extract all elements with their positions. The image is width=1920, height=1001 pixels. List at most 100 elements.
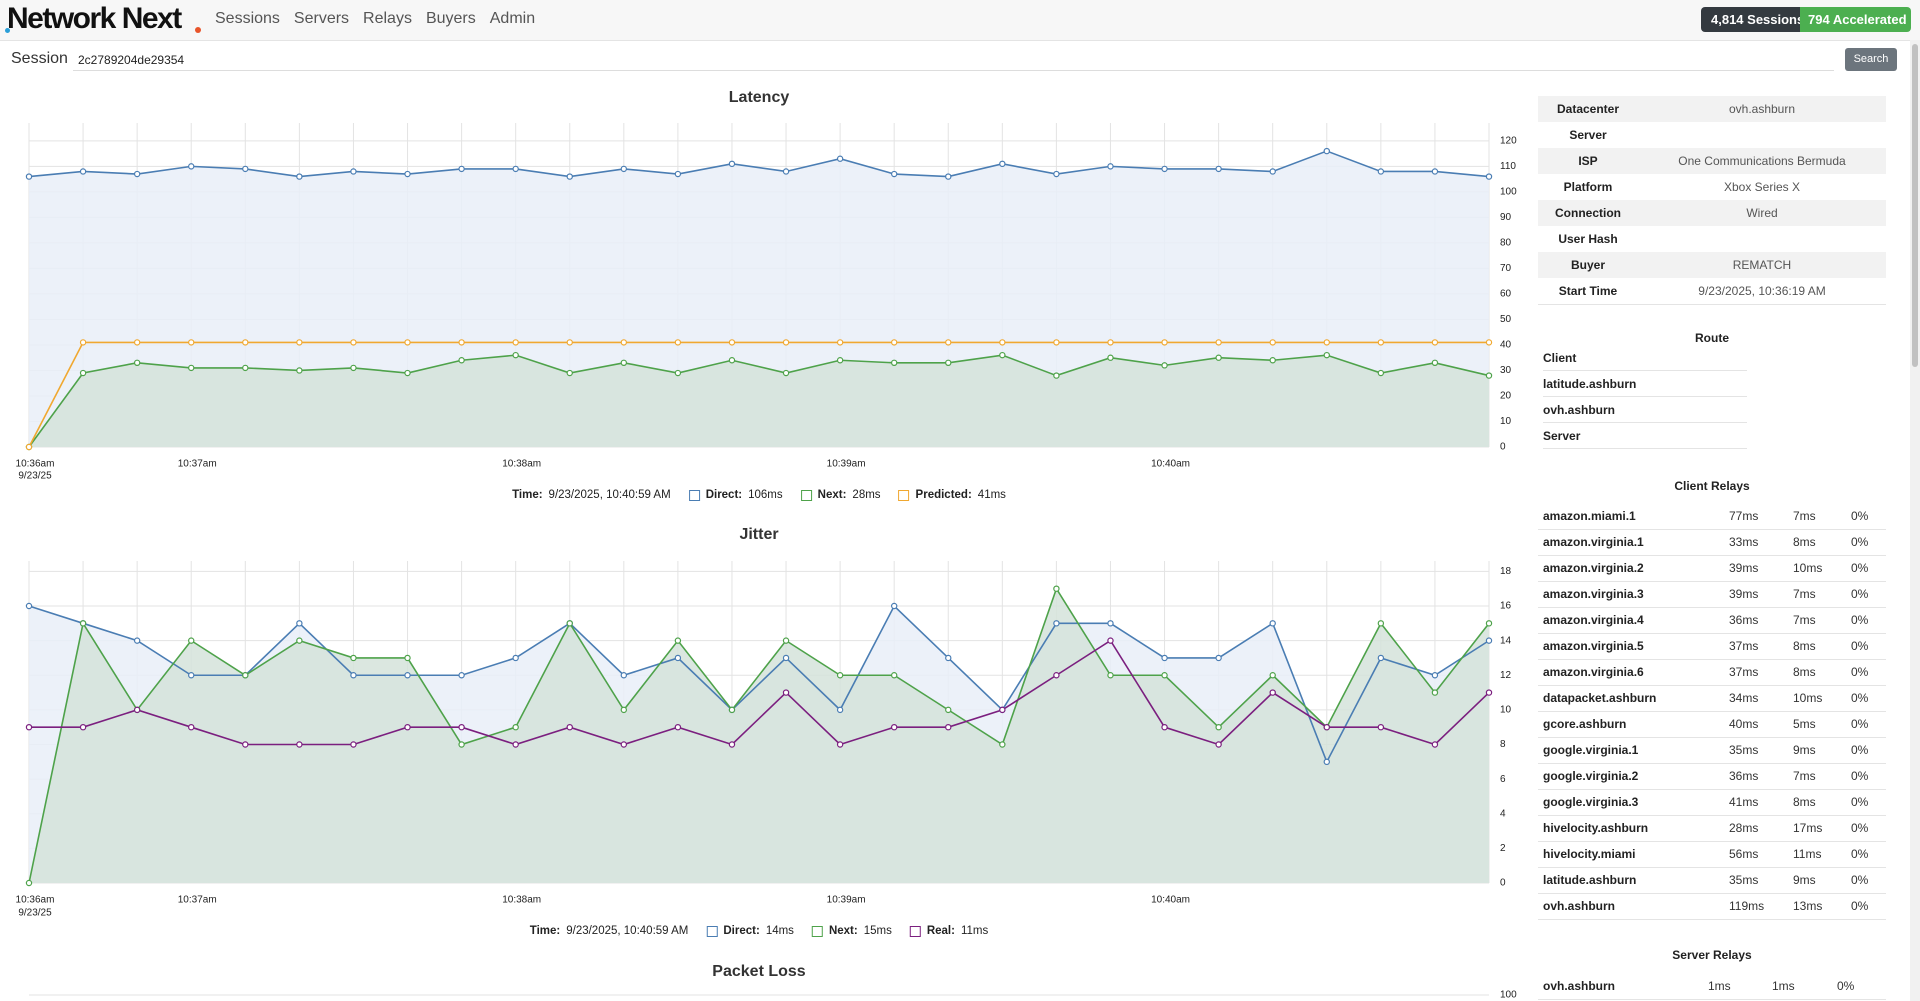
relay-name[interactable]: ovh.ashburn <box>1543 979 1616 993</box>
info-row <box>1538 174 1886 201</box>
relay-name[interactable]: amazon.virginia.1 <box>1543 535 1644 549</box>
line <box>28 341 1489 448</box>
point <box>296 741 303 748</box>
x-tick-label: 10:36am <box>16 459 55 470</box>
nav-link[interactable]: Buyers <box>425 10 476 27</box>
point <box>674 637 682 644</box>
info-label: User Hash <box>1558 232 1618 246</box>
y-tick-label: 4 <box>1500 808 1506 819</box>
point <box>404 170 411 178</box>
legend-value: 14ms <box>765 925 794 937</box>
relay-stat: 9ms <box>1793 873 1816 887</box>
relay-name[interactable]: google.virginia.2 <box>1543 769 1639 783</box>
point <box>458 165 465 173</box>
point <box>79 723 87 731</box>
search-button[interactable]: Search <box>1845 48 1897 71</box>
info-value: Wired <box>1746 206 1778 220</box>
info-label: Server <box>1569 128 1607 142</box>
point <box>999 160 1006 168</box>
point <box>1053 585 1060 592</box>
point <box>133 637 141 644</box>
relay-name[interactable]: ovh.ashburn <box>1543 899 1616 913</box>
nav-link[interactable]: Servers <box>293 10 350 27</box>
point <box>25 602 33 610</box>
relay-name[interactable]: latitude.ashburn <box>1543 873 1637 887</box>
relay-row <box>1538 973 1886 1000</box>
point <box>890 339 898 346</box>
legend-swatch <box>800 489 812 501</box>
relay-name[interactable]: hivelocity.ashburn <box>1543 821 1649 835</box>
relay-stat: 7ms <box>1793 587 1816 601</box>
point <box>1161 339 1168 346</box>
relay-name[interactable]: amazon.virginia.5 <box>1543 639 1644 653</box>
point <box>25 443 33 451</box>
point <box>566 369 573 377</box>
area <box>29 588 1489 883</box>
point <box>945 723 952 731</box>
legend-name: Predicted: <box>915 489 972 501</box>
relay-stat: 40ms <box>1729 717 1759 731</box>
relay-row <box>1538 737 1886 764</box>
relay-name[interactable]: amazon.virginia.4 <box>1543 613 1644 627</box>
point <box>999 351 1006 359</box>
point <box>1485 620 1493 627</box>
readout: Time: 9/23/2025, 10:40:59 AM Direct: 106ms N… <box>512 489 1006 501</box>
route-hop: latitude.ashburn <box>1543 377 1747 397</box>
nav-link[interactable]: Sessions <box>215 10 280 27</box>
relay-name[interactable]: hivelocity.miami <box>1543 847 1636 861</box>
point <box>1485 339 1493 346</box>
relay-name[interactable]: amazon.virginia.3 <box>1543 587 1644 601</box>
point <box>1215 723 1222 731</box>
point <box>1377 369 1385 377</box>
info-row <box>1538 148 1886 175</box>
point <box>404 672 411 679</box>
area <box>29 355 1489 447</box>
point <box>1377 723 1385 731</box>
point <box>1215 741 1222 748</box>
relay-name[interactable]: gcore.ashburn <box>1543 717 1627 731</box>
logo[interactable]: Network Next <box>7 2 182 35</box>
relay-name[interactable]: amazon.virginia.2 <box>1543 561 1644 575</box>
point <box>566 620 573 627</box>
point <box>1323 147 1330 155</box>
y-tick-label: 2 <box>1500 843 1506 854</box>
point <box>728 357 736 364</box>
relay-stat: 1ms <box>1772 979 1795 993</box>
legend-value: 106ms <box>748 489 783 501</box>
y-tick-label: 50 <box>1500 314 1512 325</box>
search-input[interactable]: 2c2789204de29354 <box>73 49 1834 71</box>
sessions-badge[interactable]: 4,814 Sessions <box>1701 7 1804 32</box>
relay-stat: 13ms <box>1793 899 1823 913</box>
relay-name[interactable]: datapacket.ashburn <box>1543 691 1657 705</box>
relays-title: Server Relays <box>1672 948 1752 962</box>
y-tick-label: 10 <box>1500 416 1512 427</box>
relay-name[interactable]: amazon.miami.1 <box>1543 509 1636 523</box>
point <box>890 602 898 610</box>
relay-stat: 0% <box>1851 821 1869 835</box>
point <box>404 369 411 377</box>
point <box>1269 689 1276 696</box>
relay-stat: 119ms <box>1729 899 1765 913</box>
accelerated-badge[interactable]: 794 Accelerated <box>1800 7 1911 32</box>
scrollbar-thumb[interactable] <box>1912 44 1918 367</box>
relay-stat: 0% <box>1851 743 1869 757</box>
legend-swatch <box>811 925 823 937</box>
relay-row <box>1538 659 1886 686</box>
relay-name[interactable]: google.virginia.3 <box>1543 795 1639 809</box>
relay-stat: 0% <box>1851 691 1869 705</box>
info-label: Start Time <box>1558 284 1618 298</box>
point <box>458 741 465 748</box>
relay-stat: 33ms <box>1729 535 1759 549</box>
relay-stat: 1ms <box>1708 979 1731 993</box>
relay-name[interactable]: amazon.virginia.6 <box>1543 665 1644 679</box>
line <box>28 354 1490 448</box>
scrollbar[interactable] <box>1910 40 1920 1001</box>
y-tick-label: 70 <box>1500 263 1512 274</box>
point <box>1431 672 1439 679</box>
nav-link[interactable]: Relays <box>363 10 412 27</box>
relay-row <box>1538 893 1886 920</box>
relay-name[interactable]: google.virginia.1 <box>1543 743 1639 757</box>
nav-link[interactable]: Admin <box>489 10 536 27</box>
charts: Latency010203040506070809010011012010:36… <box>16 89 1518 1000</box>
point <box>404 723 411 731</box>
